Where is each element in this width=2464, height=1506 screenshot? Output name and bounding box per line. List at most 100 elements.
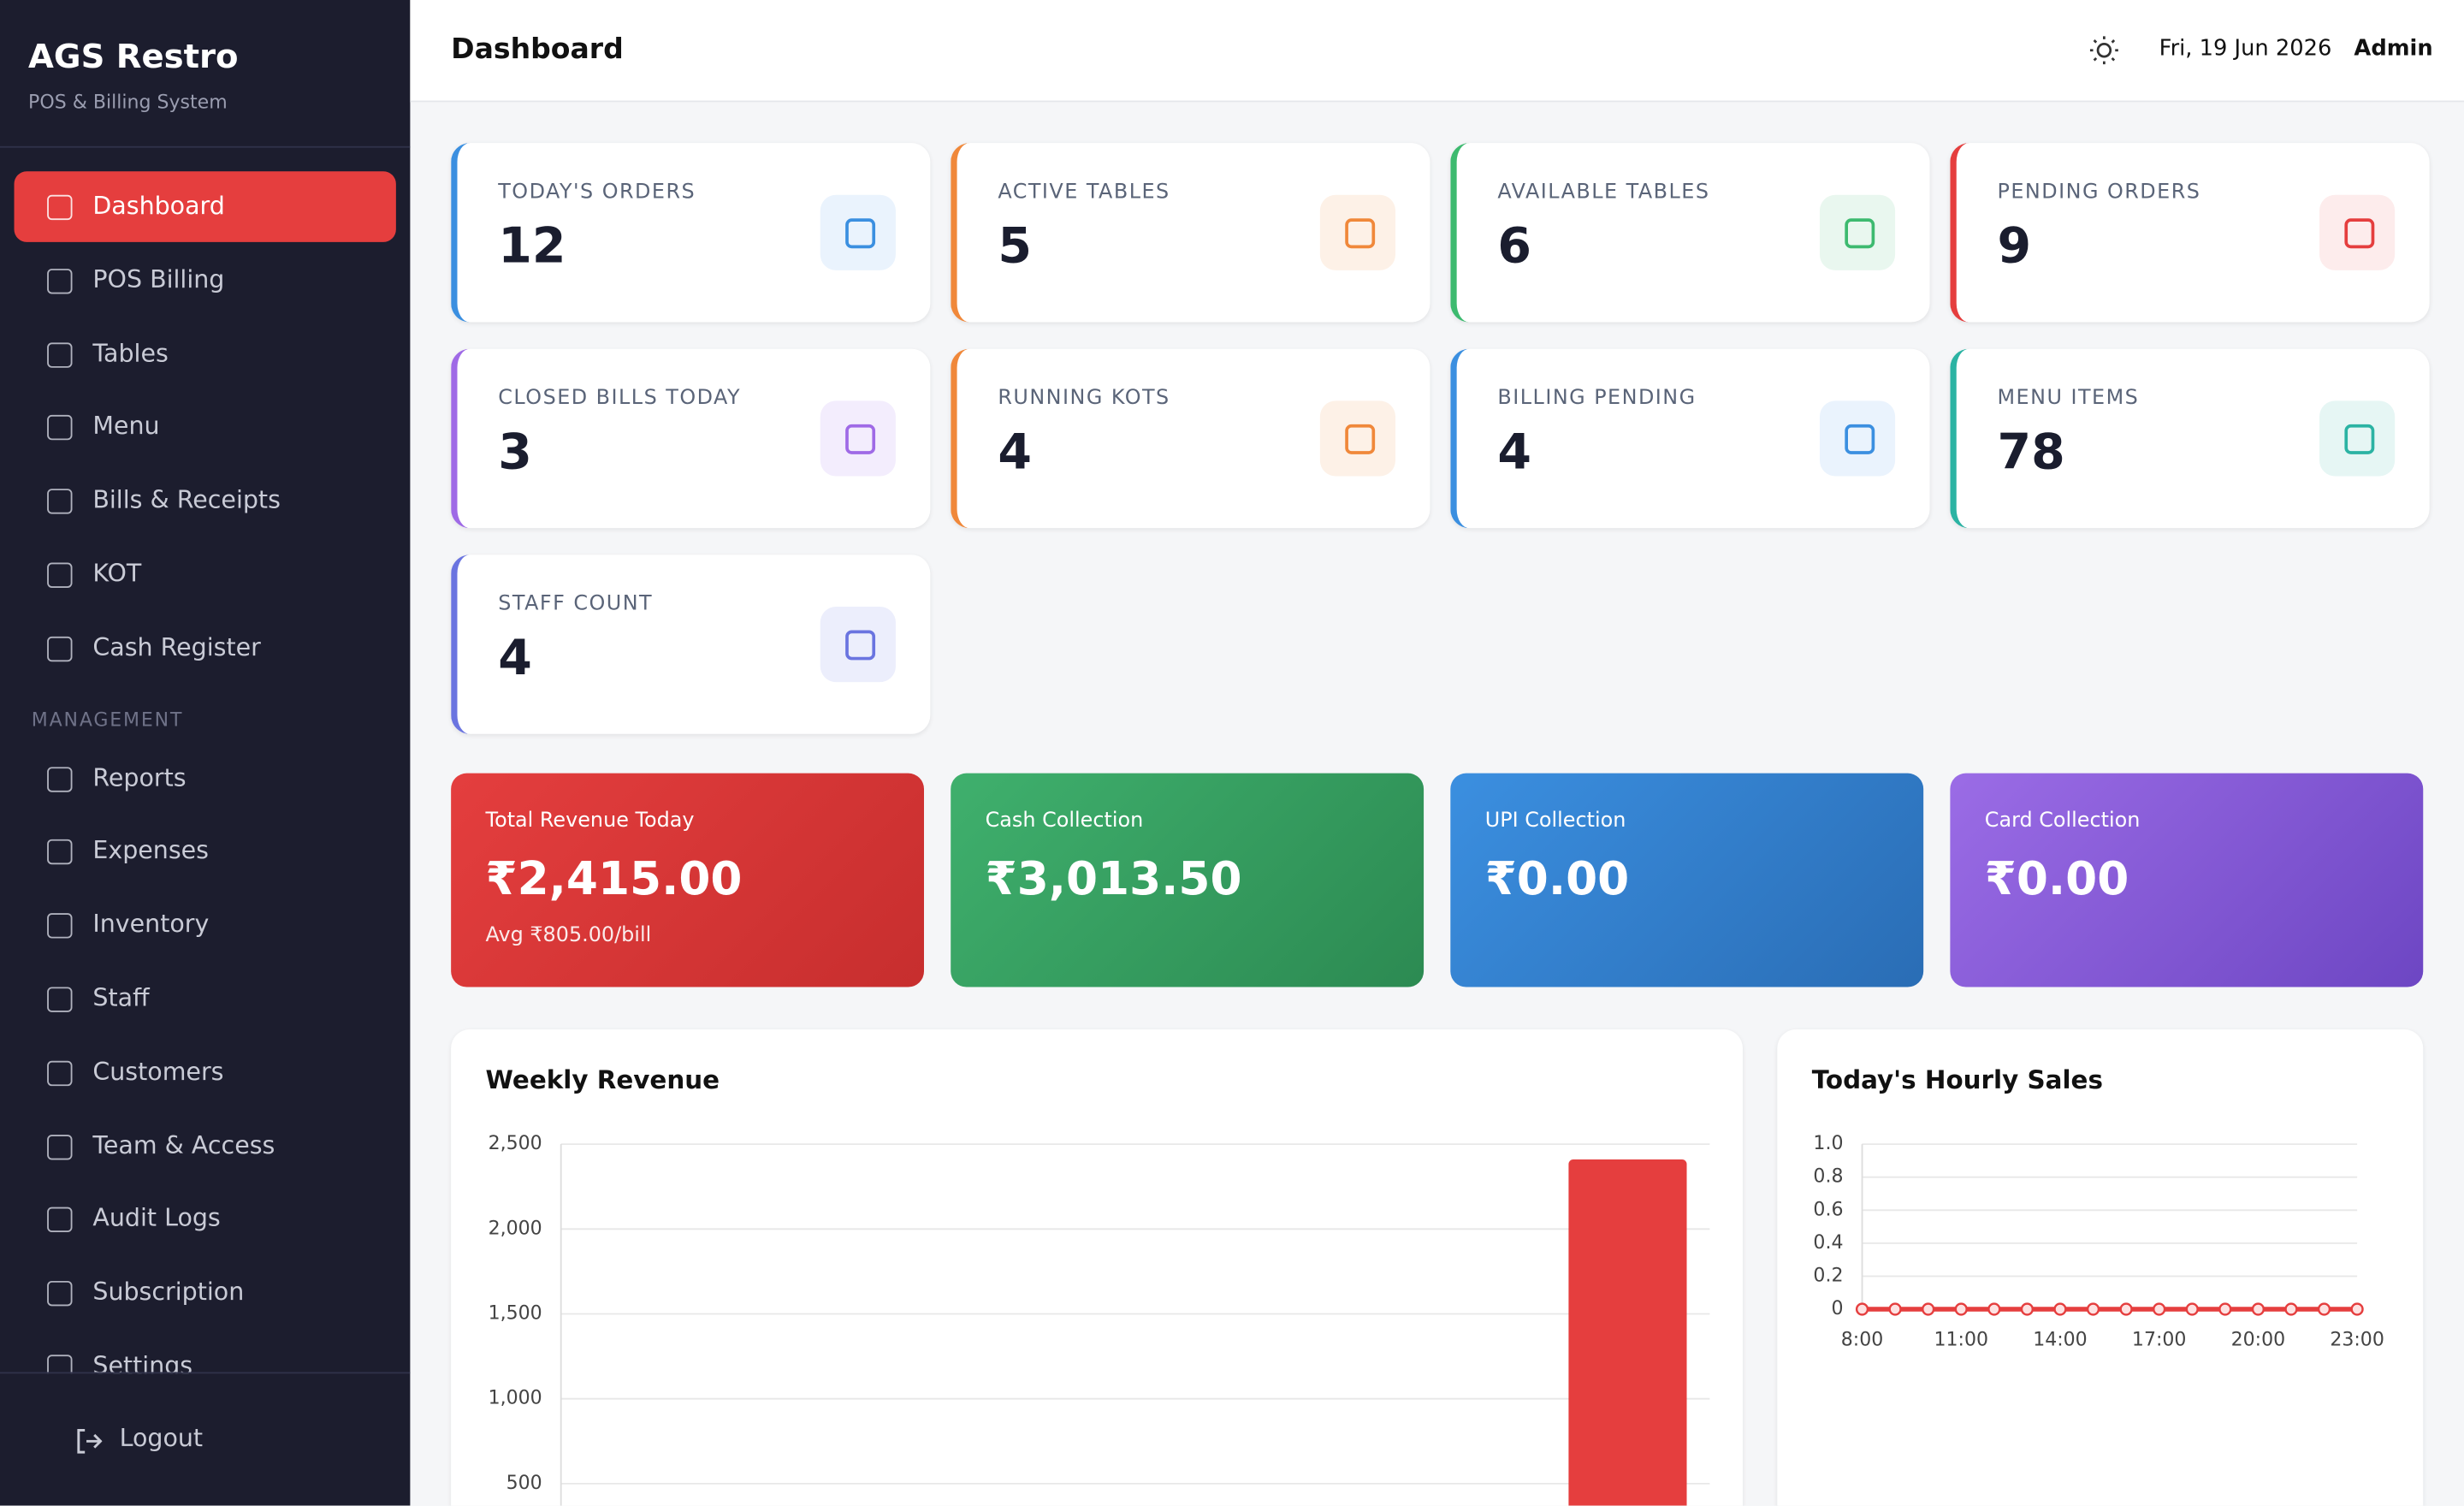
stat-value: 4: [1497, 424, 1532, 482]
nav-item[interactable]: Staff: [15, 963, 396, 1035]
stat-label: BILLING PENDING: [1497, 386, 1697, 411]
point: [2153, 1302, 2166, 1316]
stat-label: AVAILABLE TABLES: [1497, 181, 1710, 205]
user[interactable]: Admin: [2354, 36, 2433, 62]
theme-toggle[interactable]: [2089, 36, 2118, 65]
brand: AGS Restro: [28, 38, 239, 76]
y-tick-label: 0: [1831, 1298, 1843, 1319]
page-title: Dashboard: [451, 33, 624, 67]
x-tick-label: 14:00: [2033, 1330, 2088, 1351]
chart-title: Today's Hourly Sales: [1812, 1065, 2103, 1094]
stat-card: ACTIVE TABLES 5: [951, 143, 1430, 323]
point: [1888, 1302, 1902, 1316]
revenue-card: Total Revenue Today ₹2,415.00 Avg ₹805.00/…: [451, 773, 925, 987]
point: [2185, 1302, 2199, 1316]
revenue-card: Cash Collection ₹3,013.50: [951, 773, 1424, 987]
y-tick-label: 1,500: [489, 1303, 542, 1325]
stat-icon: [1319, 194, 1396, 270]
stat-value: 9: [1997, 218, 2032, 276]
revenue-label: Card Collection: [1984, 809, 2141, 833]
point: [2350, 1302, 2364, 1316]
stat-card: MENU ITEMS 78: [1950, 348, 2430, 529]
stat-label: CLOSED BILLS TODAY: [498, 386, 742, 411]
point: [2284, 1302, 2298, 1316]
stat-value: 3: [498, 424, 532, 482]
nav-item[interactable]: KOT: [15, 539, 396, 610]
x-tick-label: 11:00: [1934, 1330, 1988, 1351]
nav-item[interactable]: Cash Register: [15, 613, 396, 684]
date: Fri, 19 Jun 2026: [2159, 36, 2332, 62]
stat-value: 4: [498, 630, 532, 687]
stat-icon: [2319, 194, 2396, 270]
stat-card: CLOSED BILLS TODAY 3: [451, 348, 931, 529]
revenue-value: ₹0.00: [1484, 851, 1630, 905]
chart-card: [451, 1029, 1743, 1506]
chart-title: Weekly Revenue: [486, 1065, 720, 1094]
nav-item[interactable]: Bills & Receipts: [15, 465, 396, 537]
y-tick-label: 0.2: [1813, 1265, 1843, 1286]
stat-label: ACTIVE TABLES: [998, 181, 1170, 205]
point: [1987, 1302, 2001, 1316]
point: [1855, 1302, 1869, 1316]
revenue-label: Total Revenue Today: [485, 809, 695, 833]
revenue-value: ₹0.00: [1984, 851, 2129, 905]
stat-icon: [820, 194, 896, 270]
stat-card: AVAILABLE TABLES 6: [1450, 143, 1930, 323]
y-tick-label: 0.8: [1813, 1166, 1843, 1188]
point: [2317, 1302, 2331, 1316]
chart-card: [1777, 1029, 2424, 1506]
nav-item[interactable]: Dashboard: [14, 171, 396, 242]
point: [2251, 1302, 2266, 1316]
stat-label: STAFF COUNT: [498, 592, 654, 617]
nav-item[interactable]: Subscription: [15, 1258, 396, 1329]
nav-item[interactable]: Settings: [15, 1331, 396, 1374]
stat-label: PENDING ORDERS: [1997, 181, 2201, 205]
revenue-card: UPI Collection ₹0.00: [1450, 773, 1924, 987]
stat-icon: [1319, 400, 1396, 477]
y-tick-label: 2,500: [489, 1133, 542, 1154]
revenue-label: Cash Collection: [985, 809, 1144, 833]
nav-item[interactable]: POS Billing: [15, 245, 396, 316]
point: [2053, 1302, 2067, 1316]
stat-card: TODAY'S ORDERS 12: [451, 143, 931, 323]
y-tick-label: 0.4: [1813, 1232, 1843, 1254]
x-tick-label: 8:00: [1841, 1330, 1883, 1351]
stat-icon: [2319, 400, 2396, 477]
nav-item[interactable]: Menu: [15, 392, 396, 463]
point: [1954, 1302, 1968, 1316]
y-tick-label: 1,000: [489, 1388, 542, 1409]
point: [2218, 1302, 2232, 1316]
nav-item[interactable]: Team & Access: [15, 1111, 396, 1182]
sidebar: AGS Restro POS & Billing System Dashboar…: [0, 0, 411, 1506]
revenue-note: Avg ₹805.00/bill: [485, 924, 652, 948]
stat-card: PENDING ORDERS 9: [1950, 143, 2430, 323]
y-tick-label: 0.6: [1813, 1199, 1843, 1220]
stat-card: BILLING PENDING 4: [1450, 348, 1930, 529]
revenue-card: Card Collection ₹0.00: [1950, 773, 2424, 987]
stat-icon: [1819, 194, 1896, 270]
logout-icon: [77, 1428, 103, 1454]
point: [1922, 1302, 1935, 1316]
logout[interactable]: Logout: [119, 1424, 204, 1453]
sidebar-footer: Logout: [0, 1372, 411, 1505]
nav-item[interactable]: Expenses: [15, 816, 396, 887]
header: Dashboard Fri, 19 Jun 2026 Admin: [410, 0, 2464, 103]
nav-item[interactable]: Customers: [15, 1037, 396, 1108]
y-tick-label: 1.0: [1813, 1133, 1843, 1154]
nav: Dashboard POS Billing Tables Menu Bills & Re…: [0, 145, 411, 1374]
stat-card: STAFF COUNT 4: [451, 554, 931, 734]
point: [2119, 1302, 2133, 1316]
x-tick-label: 23:00: [2330, 1330, 2384, 1351]
nav-item[interactable]: Audit Logs: [15, 1184, 396, 1255]
nav-item[interactable]: Reports: [15, 743, 396, 814]
stat-label: RUNNING KOTS: [998, 386, 1170, 411]
stat-value: 5: [998, 218, 1032, 276]
point: [2020, 1302, 2035, 1316]
stat-value: 6: [1497, 218, 1532, 276]
nav-item[interactable]: Inventory: [15, 890, 396, 961]
nav-item[interactable]: Tables: [15, 318, 396, 389]
stat-label: MENU ITEMS: [1997, 386, 2140, 411]
